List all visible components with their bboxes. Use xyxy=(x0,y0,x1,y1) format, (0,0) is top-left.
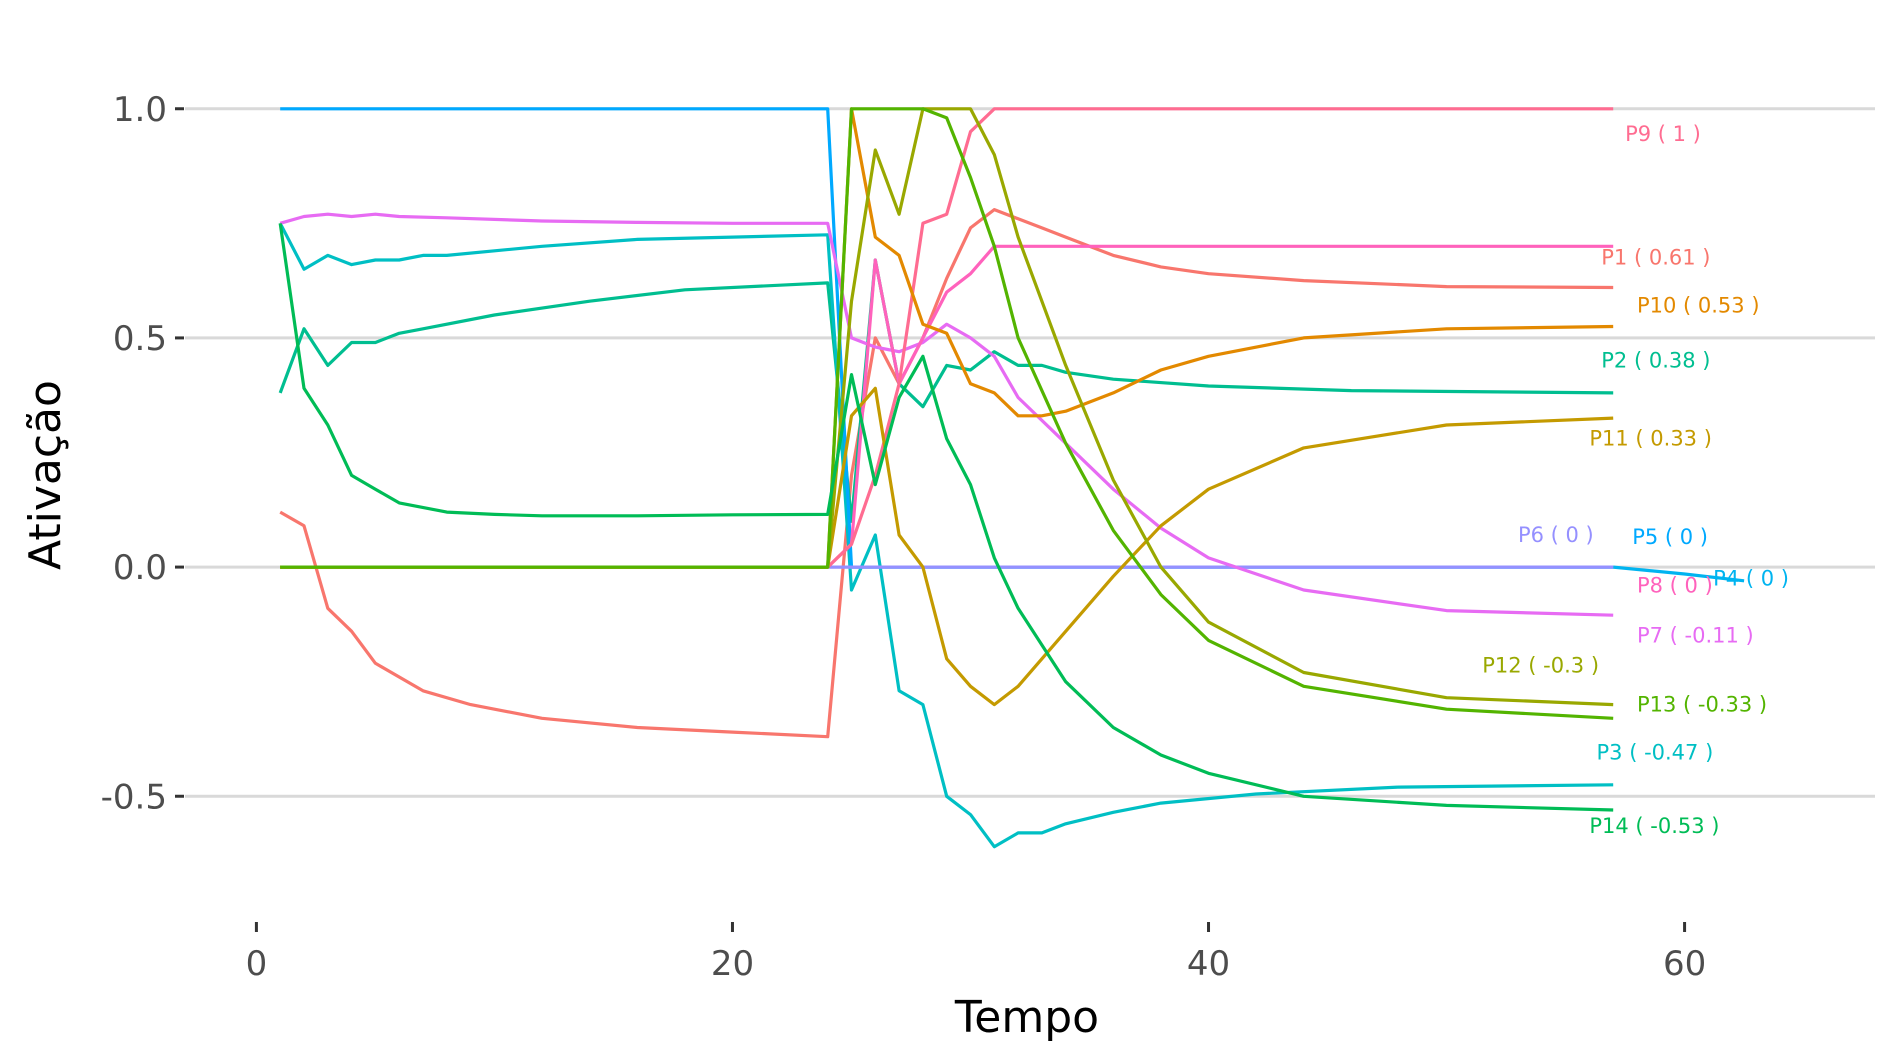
x-tick-label: 60 xyxy=(1663,944,1706,984)
series-label-p13: P13 ( -0.33 ) xyxy=(1637,692,1767,716)
series-labels: P1 ( 0.61 ) P2 ( 0.38 ) P3 ( -0.47 ) P4 ( 0… xyxy=(1482,122,1789,838)
series-label-p5: P5 ( 0 ) xyxy=(1632,525,1708,549)
series-line-p2 xyxy=(278,258,1614,523)
y-tick-label: -0.5 xyxy=(101,777,167,817)
series-label-p12: P12 ( -0.3 ) xyxy=(1482,654,1599,678)
x-axis: 0 20 40 60 xyxy=(246,922,1706,984)
series-lines xyxy=(278,107,1745,849)
series-line-p9 xyxy=(280,107,1614,569)
series-label-p3: P3 ( -0.47 ) xyxy=(1597,741,1714,765)
series-label-p11: P11 ( 0.33 ) xyxy=(1589,427,1712,451)
y-tick-label: 0.5 xyxy=(113,319,167,359)
series-label-p8: P8 ( 0 ) xyxy=(1637,573,1713,597)
series-line-p11 xyxy=(280,386,1614,707)
series-line-p8 xyxy=(280,244,1614,569)
series-line-p3 xyxy=(278,222,1614,849)
series-label-p4: P4 ( 0 ) xyxy=(1713,566,1789,590)
series-line-p12 xyxy=(280,107,1614,707)
series-label-p14: P14 ( -0.53 ) xyxy=(1589,814,1719,838)
series-line-p10 xyxy=(280,107,1614,569)
series-label-p7: P7 ( -0.11 ) xyxy=(1637,624,1754,648)
x-axis-title: Tempo xyxy=(954,992,1099,1043)
x-tick-label: 0 xyxy=(246,944,268,984)
series-line-p4 xyxy=(1613,565,1745,583)
series-label-p2: P2 ( 0.38 ) xyxy=(1601,349,1710,373)
x-tick-label: 40 xyxy=(1187,944,1230,984)
series-line-p14 xyxy=(278,223,1614,812)
y-tick-label: 0.0 xyxy=(113,548,167,588)
grid xyxy=(185,107,1875,798)
y-tick-label: 1.0 xyxy=(113,90,167,130)
series-line-p7 xyxy=(279,212,1614,617)
x-tick-label: 20 xyxy=(711,944,754,984)
y-axis: 1.0 0.5 0.0 -0.5 xyxy=(101,90,184,817)
series-label-p10: P10 ( 0.53 ) xyxy=(1637,294,1760,318)
series-label-p9: P9 ( 1 ) xyxy=(1625,122,1701,146)
series-label-p6: P6 ( 0 ) xyxy=(1518,523,1594,547)
series-line-p13 xyxy=(280,107,1614,720)
series-label-p1: P1 ( 0.61 ) xyxy=(1601,246,1710,270)
y-axis-title: Ativação xyxy=(20,380,71,570)
